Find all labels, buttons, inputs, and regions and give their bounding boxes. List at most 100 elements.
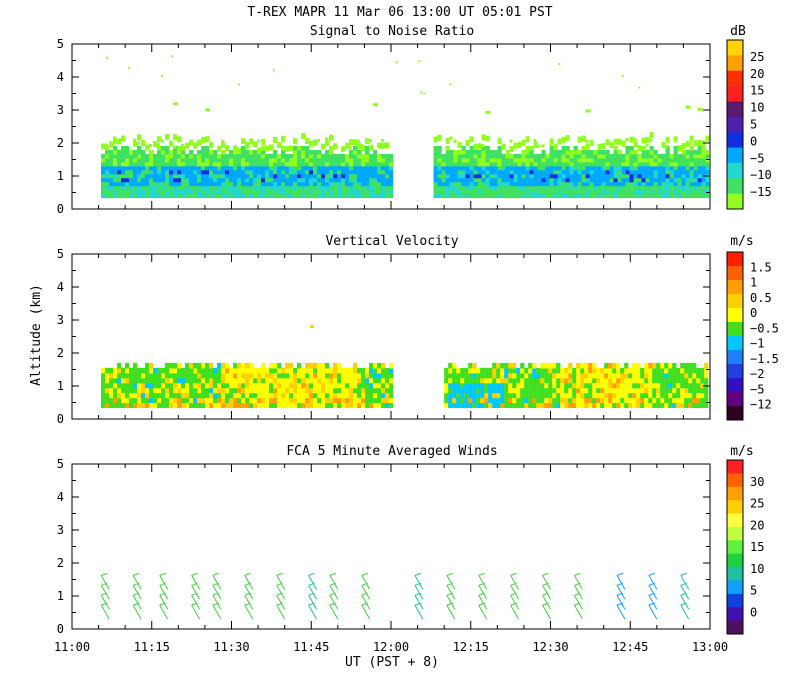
snr-cell — [525, 136, 530, 143]
velocity-cell — [560, 372, 565, 379]
snr-cell — [395, 61, 398, 64]
velocity-cell — [492, 402, 497, 409]
snr-cell — [345, 181, 350, 187]
velocity-cell — [377, 377, 382, 384]
snr-cell — [597, 157, 602, 163]
snr-cell — [101, 173, 106, 179]
snr-cell — [169, 165, 174, 171]
snr-cell — [257, 181, 262, 187]
snr-cell — [121, 177, 126, 183]
snr-cell — [193, 177, 198, 183]
snr-cell — [289, 145, 293, 152]
snr-cell — [601, 157, 606, 163]
snr-cell — [437, 145, 442, 151]
snr-cell — [317, 173, 322, 179]
snr-cell — [681, 177, 686, 183]
velocity-cell — [500, 377, 505, 384]
velocity-cell — [125, 402, 130, 409]
velocity-cell — [293, 367, 298, 374]
velocity-cell — [165, 377, 170, 384]
snr-cell — [549, 185, 554, 191]
snr-cell — [305, 138, 309, 145]
velocity-cell — [632, 377, 637, 384]
velocity-cell — [680, 367, 685, 374]
snr-cell — [693, 189, 698, 195]
velocity-cell — [444, 387, 449, 394]
snr-cell — [293, 138, 297, 145]
snr-cell — [521, 153, 526, 159]
velocity-cell — [281, 397, 286, 404]
snr-cell — [113, 173, 118, 179]
velocity-cell — [385, 372, 390, 379]
velocity-cell — [692, 377, 697, 384]
snr-cell — [173, 134, 177, 141]
velocity-cell — [516, 402, 521, 409]
snr-cell — [201, 153, 206, 159]
snr-cell — [325, 161, 330, 167]
velocity-cell — [504, 362, 509, 369]
snr-cell — [189, 193, 194, 199]
velocity-cell — [165, 372, 170, 379]
snr-cell — [281, 161, 286, 167]
velocity-cell — [253, 397, 258, 404]
velocity-cell — [233, 377, 238, 384]
velocity-cell — [137, 392, 142, 399]
velocity-cell — [109, 377, 114, 384]
snr-cell — [121, 185, 126, 191]
velocity-cell — [584, 367, 589, 374]
snr-cell — [245, 193, 250, 199]
snr-cell — [365, 181, 370, 187]
snr-cell — [609, 189, 614, 195]
velocity-cell — [504, 382, 509, 389]
snr-cell — [117, 157, 122, 163]
velocity-cell — [464, 402, 469, 409]
snr-cell — [145, 177, 150, 183]
velocity-cell — [269, 387, 274, 394]
velocity-cell — [596, 382, 601, 389]
snr-cell — [585, 189, 590, 195]
velocity-cell — [373, 362, 378, 369]
snr-cell — [565, 149, 570, 155]
wind-barb-staff — [276, 604, 286, 620]
snr-cell — [477, 189, 482, 195]
velocity-cell — [213, 377, 218, 384]
velocity-cell — [261, 382, 266, 389]
velocity-cell — [149, 377, 154, 384]
velocity-cell — [676, 377, 681, 384]
velocity-cell — [516, 372, 521, 379]
velocity-cell — [600, 402, 605, 409]
snr-cell — [113, 185, 118, 191]
wind-barb-staff — [573, 575, 583, 590]
velocity-cell — [317, 382, 322, 389]
colorbar-label: −1 — [750, 337, 764, 351]
snr-cell — [161, 189, 166, 195]
velocity-cell — [688, 377, 693, 384]
snr-cell — [617, 177, 622, 183]
velocity-cell — [201, 367, 206, 374]
snr-cell — [549, 161, 554, 167]
velocity-cell — [504, 387, 509, 394]
snr-cell — [613, 161, 618, 167]
wind-barb-staff — [329, 594, 339, 610]
snr-cell — [165, 133, 169, 140]
velocity-cell — [309, 397, 314, 404]
snr-cell — [281, 185, 286, 191]
snr-cell — [589, 161, 594, 167]
colorbar-swatch — [727, 473, 743, 488]
snr-cell — [221, 141, 225, 148]
velocity-cell — [333, 397, 338, 404]
snr-cell — [289, 169, 294, 175]
snr-cell — [133, 177, 138, 183]
y-axis-label: Altitude (km) — [29, 284, 44, 386]
velocity-cell — [337, 372, 342, 379]
velocity-cell — [189, 367, 194, 374]
snr-cell — [309, 189, 314, 195]
colorbar-label: 1.5 — [750, 260, 772, 274]
velocity-cell — [556, 382, 561, 389]
snr-cell — [501, 169, 506, 175]
snr-cell — [681, 181, 686, 187]
snr-cell — [129, 181, 134, 187]
snr-cell — [309, 181, 314, 187]
velocity-cell — [556, 402, 561, 409]
velocity-cell — [448, 372, 453, 379]
